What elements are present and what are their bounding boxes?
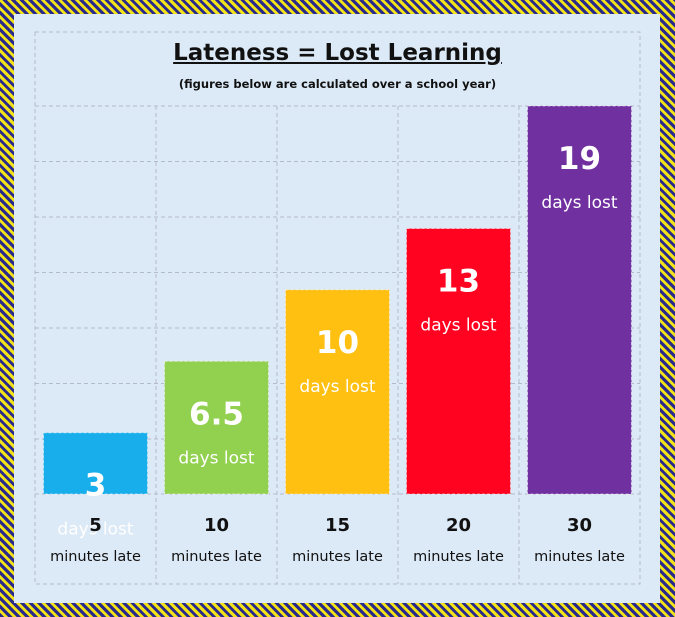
chart-labels: 5 minutes late 10 minutes late 15 minutes lat…: [50, 515, 625, 565]
bar-unit-label: days lost: [541, 193, 618, 213]
bar-value-label: 10: [316, 325, 359, 361]
grid-outline: [34, 31, 641, 585]
bar-unit-label: days lost: [57, 520, 134, 540]
bar-value-label: 3: [85, 468, 107, 504]
bar-value-label: 13: [437, 264, 480, 300]
bar-unit-label: days lost: [420, 316, 497, 336]
chart-bars: 3 days lost 6.5 days lost 10 days lost 13 days …: [43, 105, 632, 540]
category-label: 30: [567, 515, 592, 536]
category-label: 5: [89, 515, 102, 536]
bar-10-min: [164, 360, 269, 495]
category-unit-label: minutes late: [171, 549, 262, 565]
bar-5-min: [43, 432, 148, 495]
chart-subtitle: (figures below are calculated over a sch…: [178, 77, 497, 91]
category-unit-label: minutes late: [50, 549, 141, 565]
category-label: 15: [325, 515, 350, 536]
category-unit-label: minutes late: [534, 549, 625, 565]
bar-20-min: [406, 228, 511, 495]
bar-value-label: 19: [558, 141, 601, 177]
bar-unit-label: days lost: [178, 448, 255, 468]
bar-value-label: 6.5: [189, 396, 244, 432]
bar-unit-label: days lost: [299, 377, 376, 397]
bar-30-min: [527, 105, 632, 495]
chart-title: Lateness = Lost Learning: [173, 40, 502, 66]
category-unit-label: minutes late: [292, 549, 383, 565]
bar-15-min: [285, 289, 390, 495]
category-label: 10: [204, 515, 229, 536]
category-unit-label: minutes late: [413, 549, 504, 565]
category-label: 20: [446, 515, 471, 536]
